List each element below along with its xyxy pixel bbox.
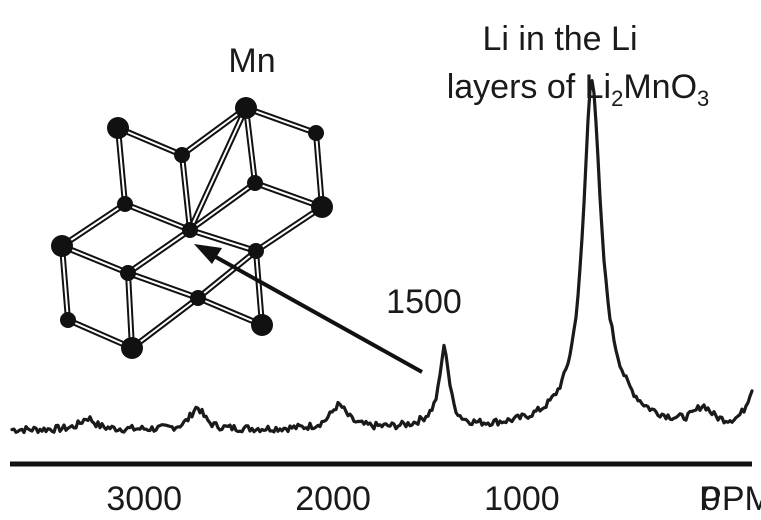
peak-label-li-line1: Li in the Li: [483, 20, 638, 58]
x-tick-labels: 3000 2000 1000 0: [106, 480, 720, 518]
structure-bond: [127, 272, 133, 349]
li-prefix: layers of Li: [447, 68, 611, 106]
structure-bond: [189, 229, 257, 252]
structure-atom: [190, 290, 206, 306]
structure-bond: [181, 107, 247, 156]
structure-bond: [124, 203, 191, 231]
structure-atom: [51, 235, 73, 257]
li-mn: Mn: [623, 68, 670, 106]
structure-bond: [61, 245, 69, 321]
structure-atom: [60, 312, 76, 328]
x-tick-label-0: 0: [701, 480, 720, 518]
structure-bond: [197, 297, 263, 326]
li-sub-3: 3: [697, 86, 709, 111]
structure-atom: [308, 125, 324, 141]
structure-atom: [120, 265, 136, 281]
structure-bond: [127, 272, 199, 299]
structure-atom: [235, 97, 257, 119]
structure-atom: [117, 196, 133, 212]
structure-atom: [182, 222, 198, 238]
structure-bond: [189, 107, 247, 231]
structure-bond: [245, 107, 256, 184]
structure-bond: [181, 154, 191, 231]
structure-bond: [61, 203, 126, 247]
li-sub-2: 2: [611, 86, 623, 111]
spectrum-line: [10, 79, 754, 435]
structure-bond: [189, 182, 256, 231]
structure-bond: [67, 319, 133, 349]
annotation-arrow: [194, 244, 423, 374]
structure-atom: [311, 196, 333, 218]
peak-label-li-line2: layers of Li2MnO3: [447, 68, 710, 111]
mn-structure-diagram: [51, 97, 333, 359]
structure-bond: [61, 245, 129, 274]
structure-atom: [121, 337, 143, 359]
structure-atom: [107, 117, 129, 139]
structure-atom: [251, 314, 273, 336]
structure-bond: [255, 250, 263, 326]
structure-bond: [197, 250, 257, 299]
structure-atom: [247, 175, 263, 191]
x-unit-label: PPM: [699, 480, 761, 518]
structure-bond: [131, 297, 199, 349]
structure-bond: [254, 182, 323, 208]
structure-bond: [117, 127, 126, 205]
structure-bond: [315, 132, 323, 208]
structure-label-mn: Mn: [228, 42, 275, 80]
structure-bond: [117, 127, 183, 156]
li-o: O: [671, 68, 697, 106]
structure-bond: [245, 107, 317, 134]
x-tick-label-1000: 1000: [484, 480, 560, 518]
structure-atom: [248, 243, 264, 259]
structure-bond: [255, 206, 323, 252]
structure-bond: [127, 229, 191, 274]
x-tick-label-3000: 3000: [106, 480, 182, 518]
structure-atom: [174, 147, 190, 163]
x-tick-label-2000: 2000: [295, 480, 371, 518]
peak-label-1500: 1500: [386, 283, 462, 321]
